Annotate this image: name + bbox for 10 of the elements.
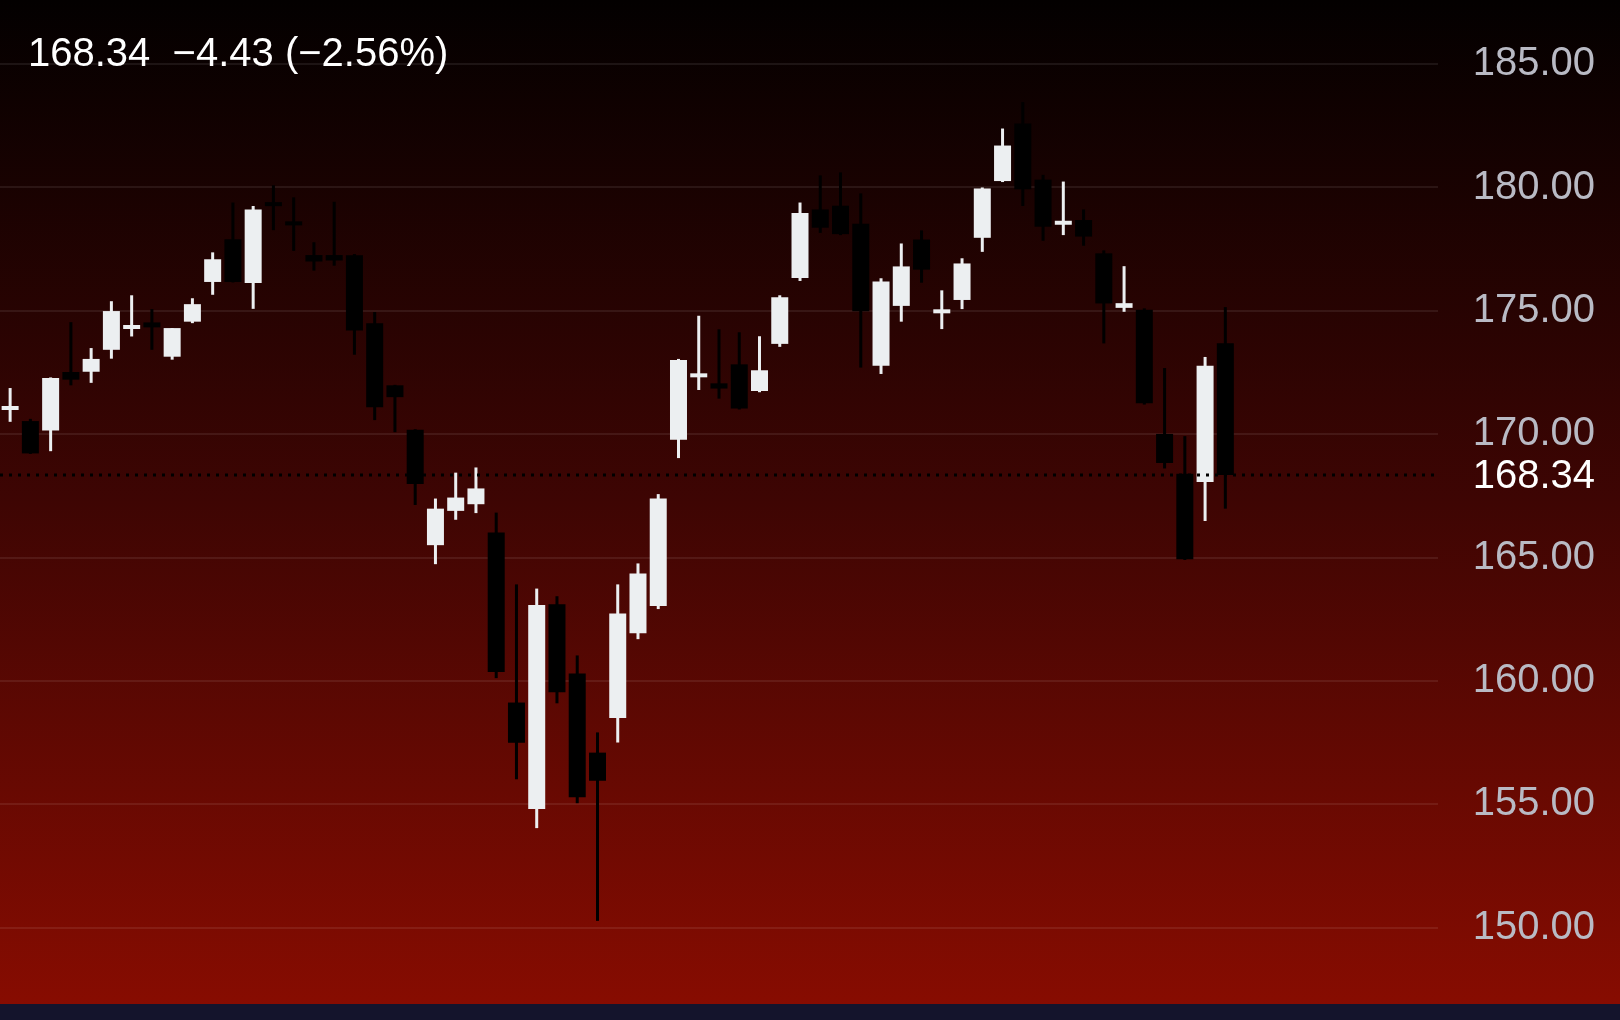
y-tick-label: 165.00 xyxy=(1472,532,1595,577)
y-tick-label: 180.00 xyxy=(1472,162,1595,207)
text: 168.34 −4.43 (−2.56%) xyxy=(28,30,449,74)
y-tick-label: 150.00 xyxy=(1472,902,1595,947)
y-tick-label: 185.00 xyxy=(1472,39,1595,84)
y-tick-label: 170.00 xyxy=(1472,409,1595,454)
y-tick-label: 155.00 xyxy=(1472,779,1595,824)
y-tick-label: 175.00 xyxy=(1472,285,1595,330)
y-tick-label: 160.00 xyxy=(1472,655,1595,700)
ref-line-label: 168.34 xyxy=(1472,452,1595,497)
